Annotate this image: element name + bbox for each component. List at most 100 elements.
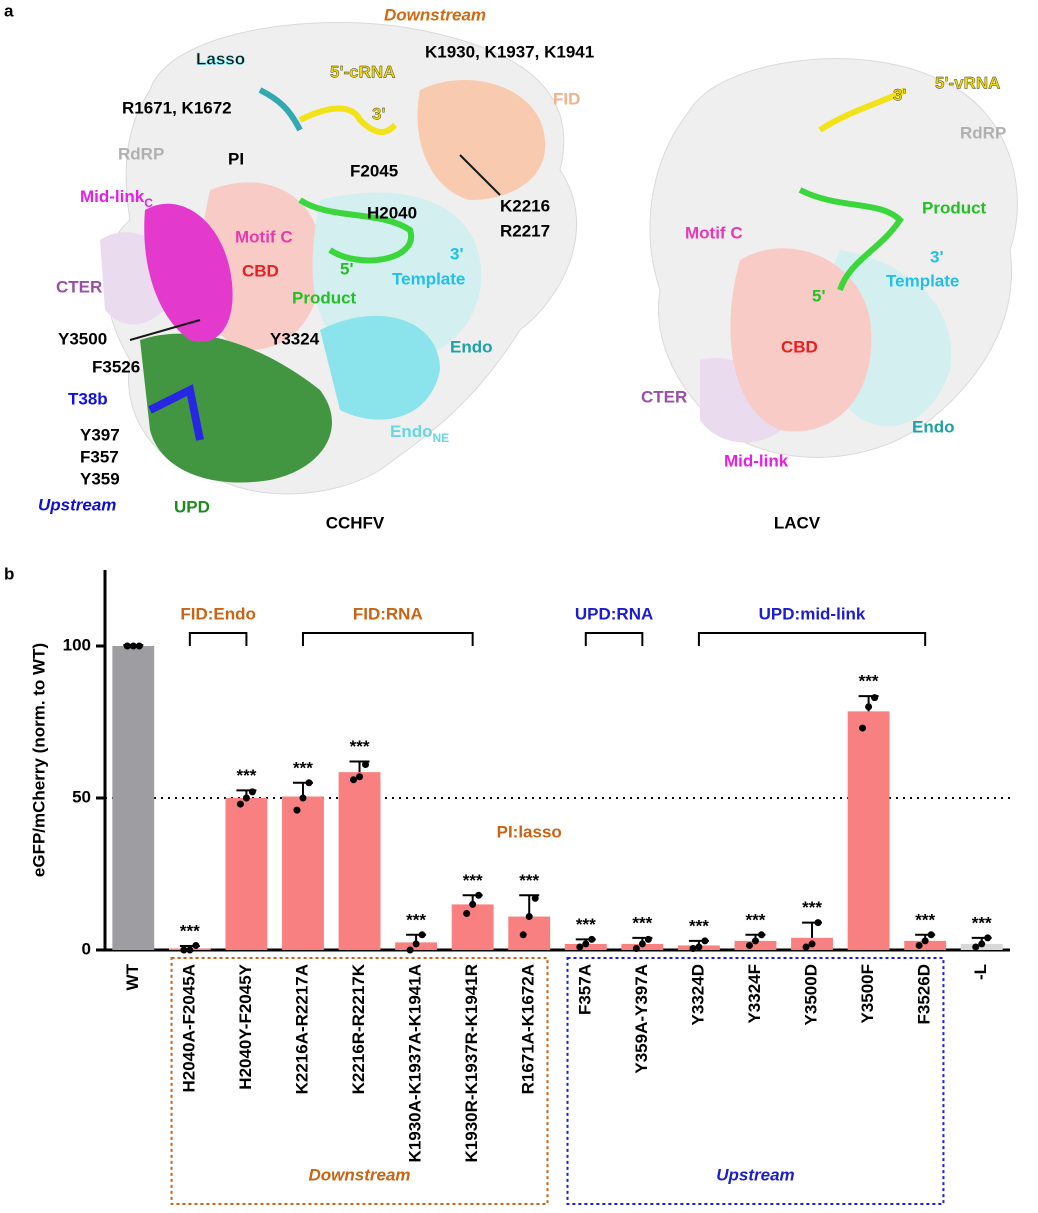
lacv-structure bbox=[649, 58, 1018, 458]
label: Mid-link bbox=[724, 451, 789, 470]
x-tick-label: K2216A-R2217A bbox=[292, 964, 311, 1094]
label-subscript: NE bbox=[433, 431, 450, 445]
bracket bbox=[584, 632, 644, 646]
cchfv-labels: Downstream Lasso 5'-cRNA K1930, K1937, K… bbox=[38, 5, 594, 532]
replicate-point bbox=[972, 943, 980, 951]
bar bbox=[282, 796, 324, 950]
replicate-point bbox=[588, 935, 596, 943]
label: CTER bbox=[56, 277, 102, 296]
replicate-point bbox=[871, 694, 879, 702]
replicate-point bbox=[582, 940, 590, 948]
bar bbox=[847, 711, 890, 950]
annotation: PI:lasso bbox=[497, 822, 562, 841]
replicate-point bbox=[412, 940, 420, 948]
group-label: Downstream bbox=[309, 1165, 411, 1184]
replicate-point bbox=[859, 724, 867, 732]
label: K1930, K1937, K1941 bbox=[425, 42, 594, 61]
replicate-point bbox=[978, 940, 986, 948]
replicate-point bbox=[531, 894, 539, 902]
significance: *** bbox=[859, 672, 879, 691]
label: Mid-linkC bbox=[80, 187, 153, 210]
replicate-point bbox=[757, 931, 765, 939]
label: F357 bbox=[80, 447, 119, 466]
replicate-point bbox=[921, 937, 929, 945]
bar-chart: 0 50 100 WT *** H2040A-F2045A *** H2040Y-F2045Y… bbox=[63, 570, 1010, 1205]
replicate-point bbox=[463, 910, 471, 918]
label: Endo bbox=[912, 417, 955, 436]
replicate-point bbox=[135, 642, 143, 650]
label: CBD bbox=[242, 261, 279, 280]
replicate-point bbox=[525, 913, 533, 921]
x-tick-label: K2216R-R2217K bbox=[349, 963, 368, 1094]
bar bbox=[338, 772, 381, 950]
label: CTER bbox=[641, 387, 687, 406]
label: Product bbox=[922, 198, 987, 217]
replicate-point bbox=[689, 944, 697, 952]
replicate-point bbox=[695, 943, 703, 951]
x-tick-label: K1930A-K1937A-K1941A bbox=[406, 964, 425, 1162]
significance: *** bbox=[463, 871, 483, 890]
replicate-point bbox=[915, 941, 923, 949]
label: 5'-cRNA bbox=[330, 62, 395, 81]
replicate-point bbox=[299, 794, 307, 802]
label: Product bbox=[292, 288, 357, 307]
x-tick-label: Y3324D bbox=[688, 964, 707, 1025]
bracket-label: UPD:RNA bbox=[575, 604, 653, 623]
label: EndoNE bbox=[390, 422, 449, 445]
replicate-point bbox=[192, 941, 200, 949]
bracket bbox=[188, 632, 248, 646]
bar bbox=[225, 798, 268, 950]
group-box bbox=[170, 957, 549, 1205]
significance: *** bbox=[293, 758, 313, 777]
label: F2045 bbox=[350, 161, 398, 180]
label: Y3500 bbox=[58, 329, 107, 348]
replicate-point bbox=[180, 946, 188, 954]
significance: *** bbox=[802, 898, 822, 917]
group-box bbox=[566, 957, 945, 1205]
label: F3526 bbox=[92, 357, 140, 376]
x-tick-label: F3526D bbox=[915, 964, 934, 1024]
structure-title: CCHFV bbox=[326, 513, 385, 532]
label: Upstream bbox=[38, 495, 116, 514]
x-tick-label: F357A bbox=[575, 964, 594, 1015]
significance: *** bbox=[180, 922, 200, 941]
replicate-point bbox=[632, 944, 640, 952]
label: 3' bbox=[930, 247, 944, 266]
label-main: Endo bbox=[390, 422, 433, 441]
label: Y359 bbox=[80, 469, 120, 488]
label: K2216 bbox=[500, 196, 550, 215]
label: RdRP bbox=[118, 144, 164, 163]
replicate-point bbox=[242, 794, 250, 802]
x-tick-label: R1671A-K1672A bbox=[519, 964, 538, 1094]
replicate-point bbox=[362, 761, 370, 769]
label-subscript: C bbox=[144, 196, 153, 210]
significance: *** bbox=[632, 913, 652, 932]
label: Downstream bbox=[384, 5, 486, 24]
replicate-point bbox=[802, 943, 810, 951]
label: 3' bbox=[893, 85, 907, 104]
replicate-point bbox=[984, 934, 992, 942]
label: 5' bbox=[812, 286, 826, 305]
y-axis-label: eGFP/mCherry (norm. to WT) bbox=[29, 643, 48, 877]
replicate-point bbox=[293, 806, 301, 814]
replicate-point bbox=[751, 937, 759, 945]
replicate-point bbox=[469, 900, 477, 908]
label: Motif C bbox=[235, 227, 293, 246]
x-tick-label: H2040A-F2045A bbox=[179, 964, 198, 1093]
significance: *** bbox=[519, 871, 539, 890]
significance: *** bbox=[406, 910, 426, 929]
label: FID bbox=[553, 89, 580, 108]
label: 3' bbox=[372, 104, 386, 123]
x-tick-label: Y3324F bbox=[745, 964, 764, 1024]
significance: *** bbox=[350, 737, 370, 756]
replicate-point bbox=[236, 800, 244, 808]
label: Template bbox=[886, 271, 959, 290]
x-tick-label: -L bbox=[971, 964, 990, 980]
bar bbox=[112, 646, 155, 950]
replicate-point bbox=[350, 776, 358, 784]
label: UPD bbox=[174, 497, 210, 516]
structure-title: LACV bbox=[774, 513, 821, 532]
x-tick-label: K1930R-K1937R-K1941R bbox=[462, 964, 481, 1162]
cchfv-structure bbox=[100, 22, 577, 495]
